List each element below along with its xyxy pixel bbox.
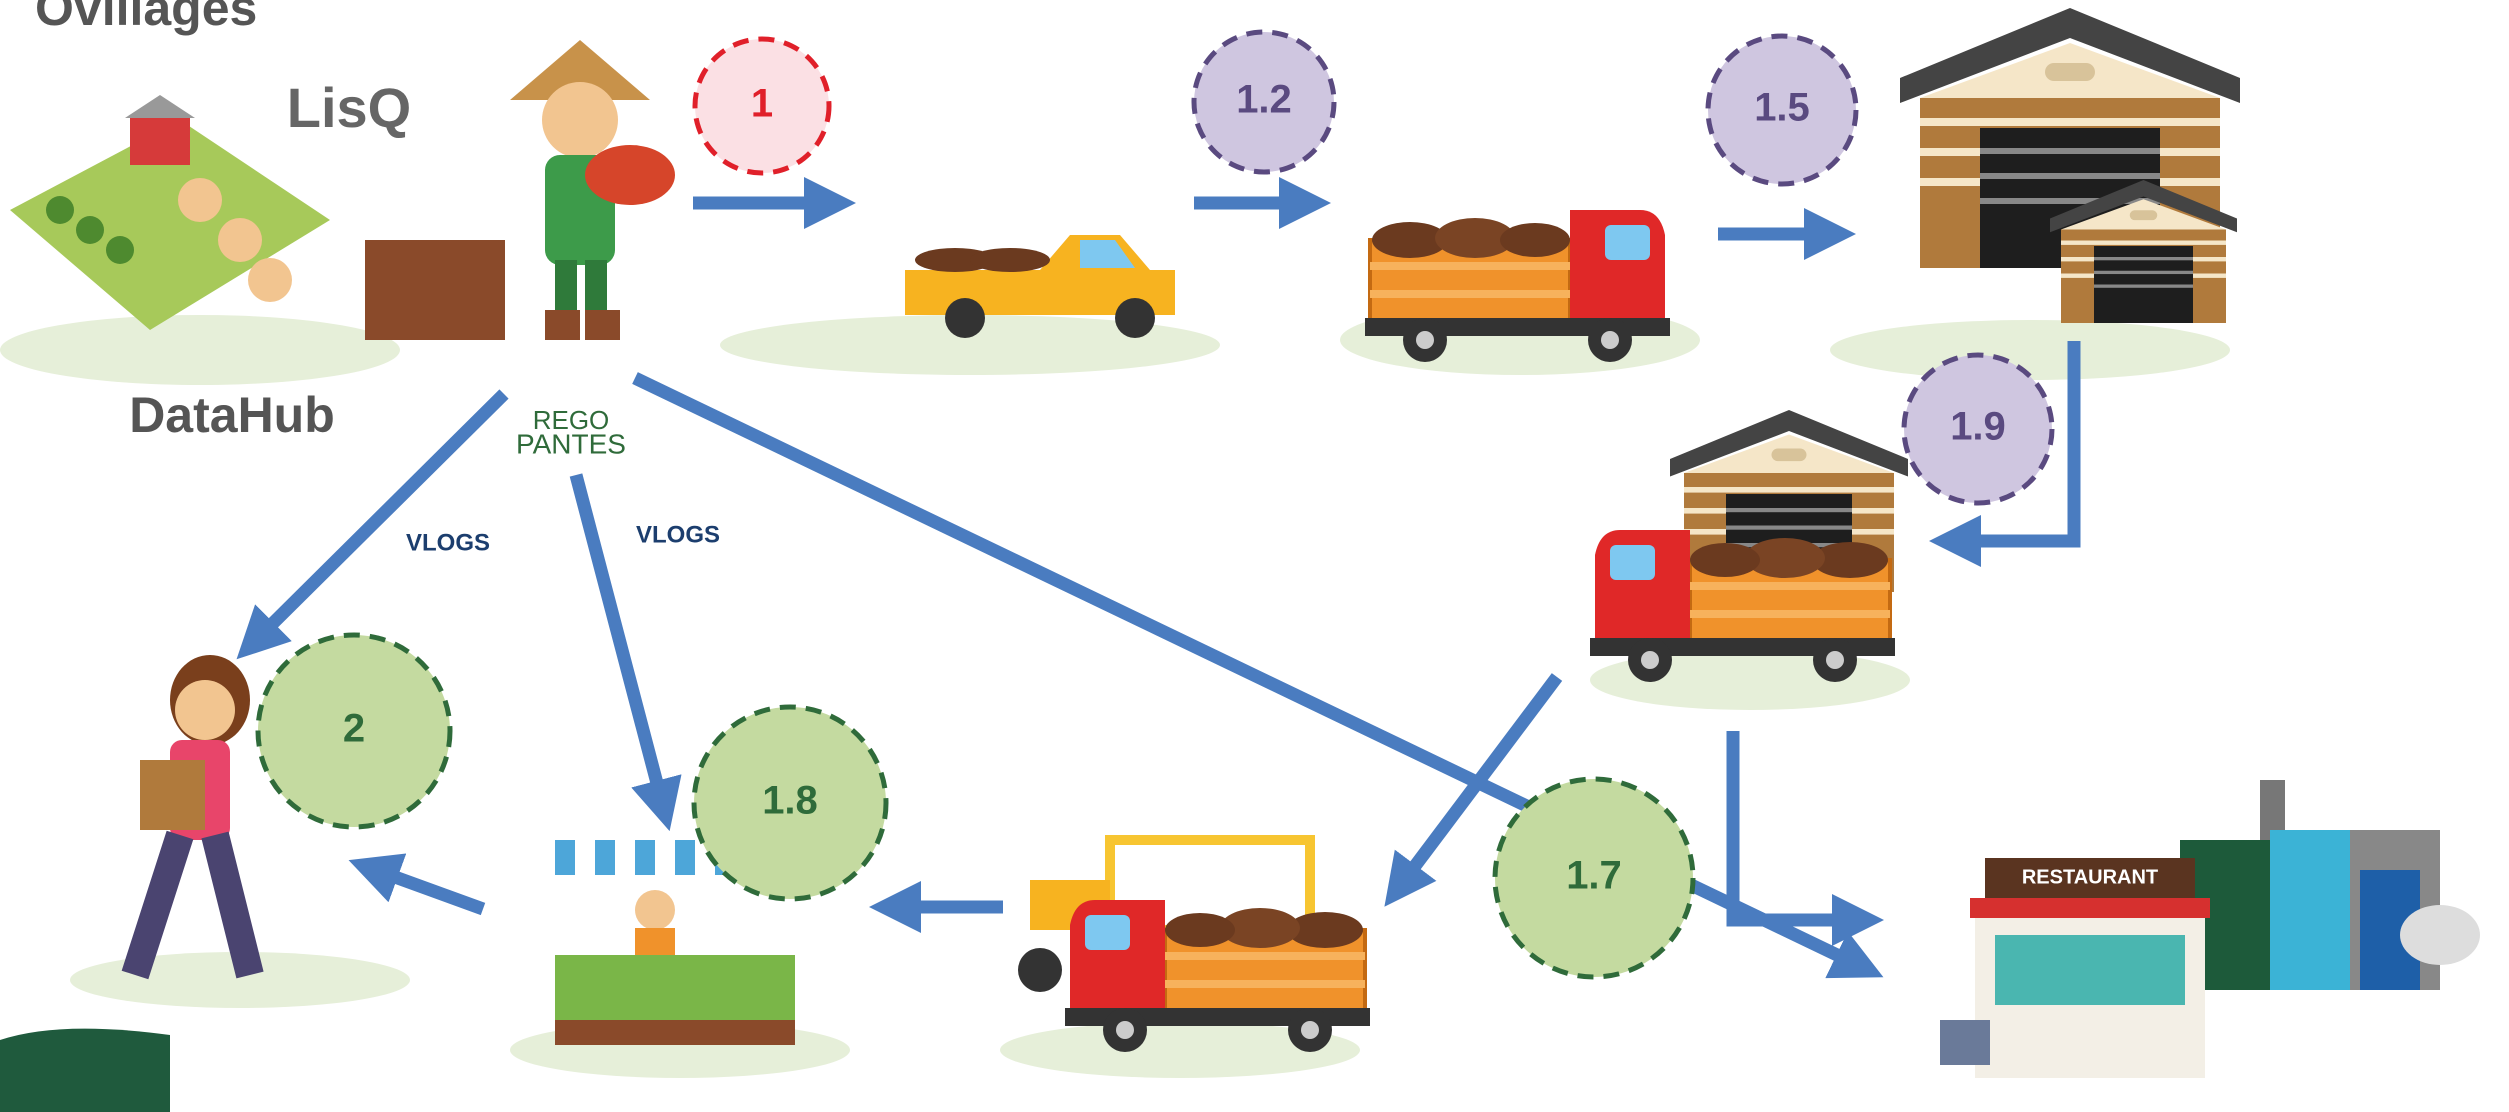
corner-shape — [0, 1029, 170, 1112]
woman — [135, 655, 250, 975]
page: {"header":{"title":"Ovillages"}, "logos"… — [0, 0, 2509, 1112]
node-label: 1.9 — [1950, 405, 2006, 449]
restaurant — [1940, 858, 2210, 1078]
logo-datahub: DataHub — [129, 387, 335, 443]
diagram: Ovillages RESTAURANT LisQ DataHub REGO — [0, 0, 2509, 1112]
node-label: 1.2 — [1236, 78, 1292, 122]
node-label: 2 — [343, 707, 365, 751]
node-label: 1.8 — [762, 779, 818, 823]
village — [10, 95, 505, 340]
arrow — [373, 869, 483, 909]
title: Ovillages — [35, 0, 257, 36]
factory — [2180, 780, 2480, 990]
logo-vlogs: VLOGS — [636, 521, 720, 548]
node-label: 1 — [751, 82, 773, 126]
farmer — [510, 40, 675, 340]
node-label: 1.7 — [1566, 854, 1622, 898]
node-label: 1.5 — [1754, 86, 1810, 130]
logo-pantes: PANTES — [516, 428, 626, 459]
arrow — [1733, 731, 1858, 920]
logo-vlogs: VLOGS — [406, 529, 490, 556]
restaurant-sign: RESTAURANT — [2022, 866, 2158, 888]
sack — [365, 240, 505, 340]
logo-lisq: LisQ — [287, 76, 411, 139]
